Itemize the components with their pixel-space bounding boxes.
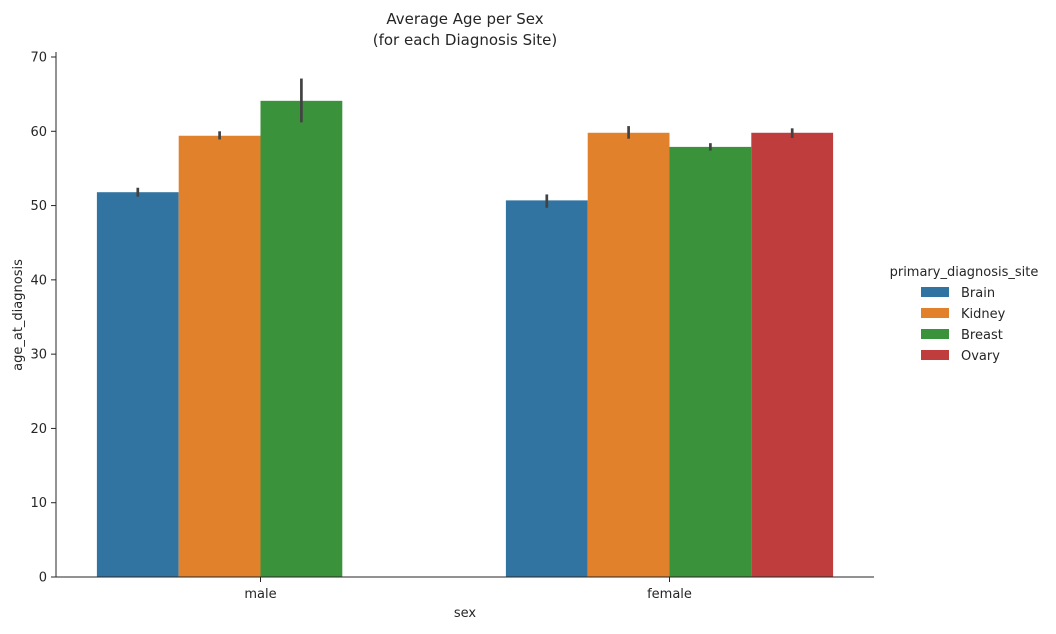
y-tick-label: 10 bbox=[30, 496, 47, 511]
legend-swatch-breast bbox=[921, 329, 949, 339]
bar-female-breast bbox=[669, 146, 752, 577]
legend-label-kidney: Kidney bbox=[961, 307, 1006, 322]
y-tick-label: 50 bbox=[30, 199, 47, 214]
legend-swatch-brain bbox=[921, 287, 949, 297]
error-bars-layer bbox=[136, 78, 794, 208]
x-tick-label-male: male bbox=[244, 587, 276, 602]
legend: primary_diagnosis_site Brain Kidney Breast… bbox=[890, 265, 1039, 364]
bar-female-kidney bbox=[587, 132, 670, 577]
legend-label-brain: Brain bbox=[961, 286, 995, 301]
legend-label-ovary: Ovary bbox=[961, 349, 1000, 364]
y-tick-label: 40 bbox=[30, 273, 47, 288]
chart-subtitle: (for each Diagnosis Site) bbox=[373, 31, 558, 49]
y-tick-label: 70 bbox=[30, 51, 47, 66]
y-tick-label: 0 bbox=[39, 571, 47, 586]
x-ticks: male female bbox=[244, 577, 692, 602]
bars-layer bbox=[96, 100, 834, 577]
legend-label-breast: Breast bbox=[961, 328, 1003, 343]
legend-swatch-kidney bbox=[921, 308, 949, 318]
bar-male-kidney bbox=[178, 135, 261, 577]
y-tick-label: 60 bbox=[30, 125, 47, 140]
x-axis-label: sex bbox=[454, 606, 477, 621]
y-tick-label: 30 bbox=[30, 348, 47, 363]
legend-title: primary_diagnosis_site bbox=[890, 265, 1039, 280]
y-tick-label: 20 bbox=[30, 422, 47, 437]
bar-female-brain bbox=[505, 200, 588, 577]
legend-items: Brain Kidney Breast Ovary bbox=[921, 286, 1006, 364]
bar-female-ovary bbox=[751, 132, 834, 577]
chart-title: Average Age per Sex bbox=[386, 10, 543, 28]
legend-swatch-ovary bbox=[921, 350, 949, 360]
bar-male-brain bbox=[96, 192, 179, 577]
bar-male-breast bbox=[260, 100, 343, 577]
y-axis-label: age_at_diagnosis bbox=[11, 259, 26, 371]
y-ticks: 0 10 20 30 40 50 60 70 bbox=[30, 51, 56, 586]
x-tick-label-female: female bbox=[647, 587, 692, 602]
